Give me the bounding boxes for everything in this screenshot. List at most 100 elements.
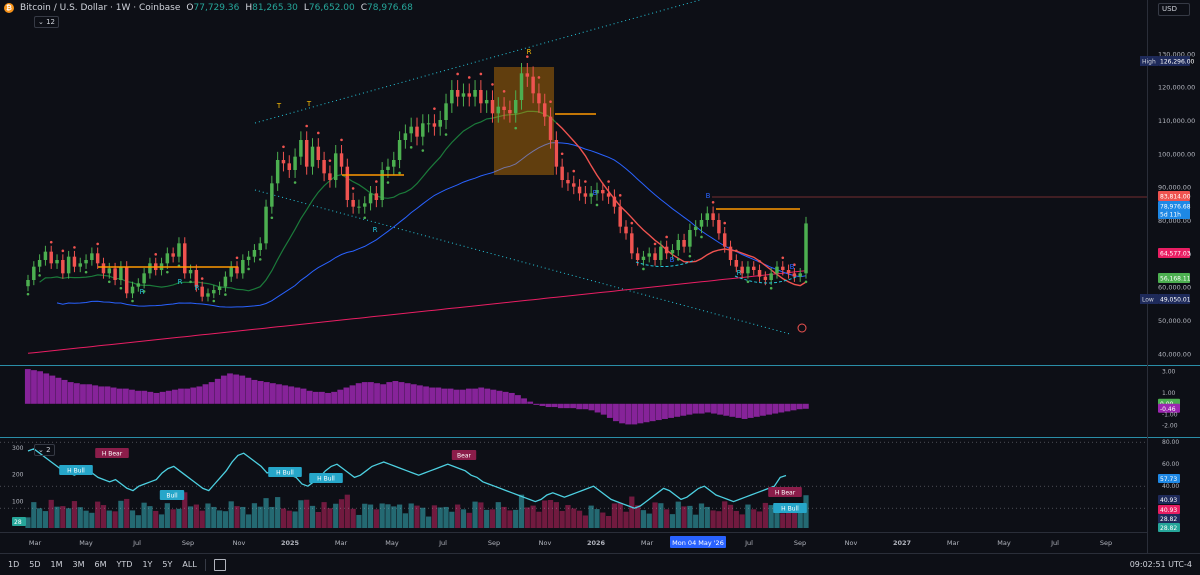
signal-dot [26,292,30,296]
time-tick-label: Mar [641,539,654,547]
range-5d[interactable]: 5D [29,560,41,569]
histogram-bar [147,391,154,404]
signal-dot [444,133,448,136]
histogram-bar [490,389,497,404]
histogram-bar [796,403,803,410]
volume-bar [513,509,519,528]
rsi-tag-bg [1158,523,1180,532]
range-5y[interactable]: 5Y [162,560,173,569]
volume-bar [582,515,588,528]
volume-bar [472,501,478,528]
range-all[interactable]: ALL [182,560,197,569]
candle-body [188,270,193,274]
histogram-bar [269,383,276,404]
histogram-bar [61,379,68,404]
histogram-bar [116,388,123,404]
histogram-bar [423,386,429,404]
volume-bar [36,508,43,528]
time-tick-label: May [79,539,93,547]
signal-dot [293,181,297,184]
candle-body [804,223,808,274]
divergence-tag-bg [59,465,93,475]
range-1y[interactable]: 1Y [142,560,153,569]
range-3m[interactable]: 3M [72,560,85,569]
candle-body [299,140,303,157]
signal-dot [340,138,343,142]
candle-body [107,268,112,274]
divergence-tag-label: H Bear [775,490,796,497]
volume-bar [629,496,635,528]
histogram-bar [239,375,246,404]
volume-bar [414,505,420,528]
range-6m[interactable]: 6M [94,560,107,569]
divergence-tag-label: H Bull [276,470,294,477]
price-tag-caption: Low [1142,297,1154,304]
signal-dot [758,259,761,263]
signal-letter: R [178,278,183,286]
signal-dot [409,146,413,149]
calendar-icon[interactable] [213,558,226,571]
histogram-bar [502,391,509,404]
histogram-bar [300,388,307,404]
volume-bar [356,514,362,528]
signal-dot [467,76,471,79]
volume-bar [524,507,530,528]
histogram-bar [588,403,595,411]
candle-body [124,266,129,294]
low-value: 76,652.00 [308,3,355,13]
candle-body [66,256,71,274]
candle-body [479,90,483,104]
symbol-title[interactable]: Bitcoin / U.S. Dollar · 1W · Coinbase [20,3,181,13]
price-tag-value: 49,050.01 [1160,297,1191,304]
volatility-band [494,67,554,175]
histogram-bar [337,389,344,404]
signal-letter: R [527,48,532,56]
divergence-tag-label: H Bull [317,476,335,483]
volume-bar [396,504,403,528]
range-1m[interactable]: 1M [50,560,63,569]
divergence-tag-bg [773,503,807,513]
candle-body [275,160,280,184]
range-1d[interactable]: 1D [8,560,20,569]
histogram-bar [508,392,515,404]
signal-letter: B [593,189,598,197]
volume-bar [269,506,275,528]
volume-bar [338,499,345,528]
candle-body [270,183,274,207]
volume-bar [367,504,374,528]
histogram-bar [67,382,74,404]
divergence-tag-bg [95,448,129,458]
event-marker-icon [797,323,807,333]
signal-dot [653,242,657,246]
volume-bar [199,510,205,528]
range-ytd[interactable]: YTD [116,560,133,569]
histogram-bar [778,403,785,413]
volume-tick-label: 300 [12,445,24,452]
volume-bar [576,510,583,528]
signal-dot [514,126,518,130]
candle-body [664,246,669,254]
signal-dot [723,221,727,225]
histogram-bar [447,388,454,404]
candle-body [403,133,408,140]
volume-bar [751,509,757,528]
histogram-bar [361,382,368,404]
candle-body [653,253,657,260]
price-tag-bg [1158,294,1190,304]
time-tick-label: Nov [233,539,246,547]
histogram-bar [43,373,50,404]
rsi-tag-value: 57.73 [1160,476,1177,483]
histogram-bar [545,403,552,408]
rsi-tag-bg [1158,495,1180,504]
rsi-collapse-button[interactable]: ⌄ 2 [34,444,55,456]
price-tick-label: 120,000.00 [1158,84,1195,92]
volume-bar [402,513,409,528]
histogram-bar [374,383,380,404]
currency-selector[interactable]: USD [1158,3,1190,16]
signal-dot [61,249,65,253]
indicator-collapse-button[interactable]: ⌄ 12 [34,16,60,28]
signal-dot [49,240,53,244]
candle-body [409,126,413,134]
histogram-bar [625,403,632,425]
